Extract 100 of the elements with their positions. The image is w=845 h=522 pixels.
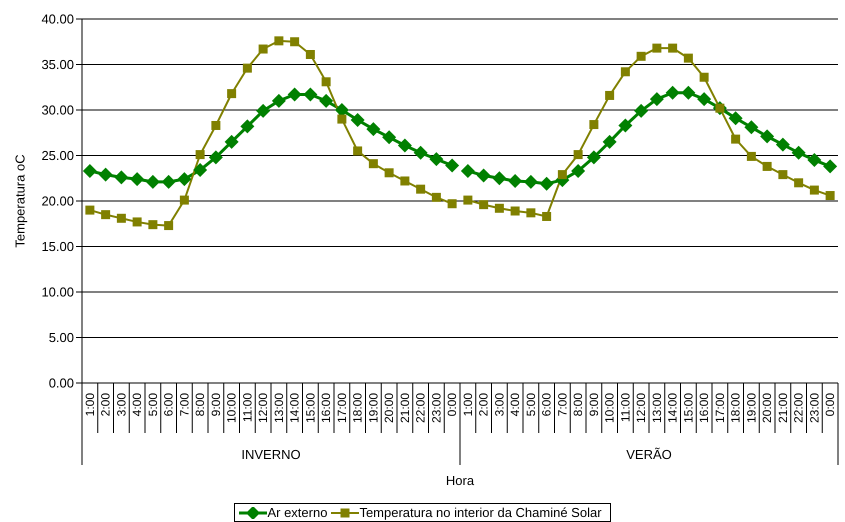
point <box>558 170 567 180</box>
x-tick-label: 17:00 <box>334 392 349 424</box>
y-tick-label: 15.00 <box>41 239 74 254</box>
point <box>227 89 236 98</box>
point <box>303 88 318 102</box>
point <box>542 212 552 221</box>
point <box>810 186 819 195</box>
point <box>242 64 252 73</box>
x-tick-label: 2:00 <box>98 392 113 416</box>
point <box>666 86 680 100</box>
x-tick-label: 22:00 <box>414 392 428 424</box>
x-tick-label: 10:00 <box>224 392 239 424</box>
x-tick-label: 21:00 <box>776 392 790 424</box>
text: INVERNO <box>241 447 301 462</box>
point <box>605 90 614 100</box>
x-tick-label: 4:00 <box>508 392 522 416</box>
point <box>681 86 696 100</box>
point <box>288 88 302 102</box>
point <box>697 92 712 106</box>
point <box>744 120 758 134</box>
point <box>823 159 838 174</box>
point <box>116 214 126 223</box>
x-tick-label: 3:00 <box>114 392 128 416</box>
x-tick-label: 16:00 <box>697 392 712 424</box>
y-tick-label: 30.00 <box>41 102 74 118</box>
point <box>807 153 822 168</box>
x-tick-label: 23:00 <box>429 392 444 424</box>
point <box>746 152 756 161</box>
point <box>240 119 254 134</box>
y-tick-label: 40.00 <box>41 12 74 27</box>
y-axis-title: Temperatura oC <box>12 154 28 248</box>
x-tick-label: 19:00 <box>744 392 758 424</box>
point <box>634 104 648 118</box>
point <box>826 191 835 200</box>
x-tick-label: 22:00 <box>792 392 806 424</box>
point <box>760 129 774 144</box>
x-tick-label: 5:00 <box>524 392 538 416</box>
y-tick-label: 35.00 <box>41 57 74 72</box>
point <box>319 94 334 108</box>
point <box>98 168 113 182</box>
x-tick-label: 3:00 <box>492 392 506 416</box>
point <box>353 146 362 156</box>
point <box>728 111 743 126</box>
point <box>384 168 394 178</box>
x-tick-label: 20:00 <box>760 392 774 424</box>
point <box>400 176 410 186</box>
x-tick-label: 20:00 <box>382 392 396 424</box>
point <box>476 168 491 183</box>
point <box>274 36 284 46</box>
point <box>778 170 788 180</box>
point <box>494 204 504 213</box>
point <box>211 120 220 130</box>
legend-label: Temperatura no interior da Chaminé Solar <box>359 504 602 521</box>
point <box>164 221 174 230</box>
y-tick-label: 5.00 <box>48 330 74 346</box>
point <box>684 54 693 63</box>
x-axis-title: Hora <box>446 473 475 488</box>
point <box>85 206 94 215</box>
x-tick-label: 15:00 <box>303 392 318 424</box>
y-tick-label: 25.00 <box>41 148 74 164</box>
x-tick-label: 19:00 <box>366 392 380 424</box>
y-tick-label: 20.00 <box>41 194 74 209</box>
point <box>668 44 678 53</box>
text: VERÃO <box>626 447 672 462</box>
point <box>272 94 286 108</box>
point <box>524 174 538 189</box>
x-tick-label: 7:00 <box>177 392 192 416</box>
legend-label: Ar externo <box>267 504 328 521</box>
point <box>337 114 346 124</box>
point <box>322 77 331 86</box>
point <box>382 130 396 144</box>
x-tick-label: 14:00 <box>666 392 680 424</box>
x-tick-label: 12:00 <box>634 392 648 424</box>
point <box>792 146 806 160</box>
x-tick-label: 18:00 <box>350 392 365 424</box>
x-tick-label: 11:00 <box>240 392 254 422</box>
point <box>574 150 583 160</box>
x-tick-label: 6:00 <box>162 392 176 416</box>
x-tick-label: 8:00 <box>193 392 208 416</box>
point <box>589 120 598 130</box>
x-tick-label: 7:00 <box>555 392 570 416</box>
point <box>224 134 239 149</box>
point <box>416 184 426 194</box>
point <box>776 138 790 152</box>
point <box>130 172 144 186</box>
point <box>508 174 522 188</box>
point <box>101 210 110 220</box>
point <box>256 104 270 118</box>
point <box>445 158 460 173</box>
x-tick-label: 11:00 <box>618 392 632 422</box>
point <box>193 163 208 178</box>
point <box>146 174 160 189</box>
point <box>618 118 632 132</box>
x-tick-label: 14:00 <box>288 392 302 424</box>
point <box>602 134 617 149</box>
point <box>448 199 457 208</box>
x-tick-label: 1:00 <box>460 392 475 416</box>
point <box>132 217 142 226</box>
x-tick-label: 6:00 <box>540 392 554 416</box>
x-tick-label: 17:00 <box>712 392 727 424</box>
